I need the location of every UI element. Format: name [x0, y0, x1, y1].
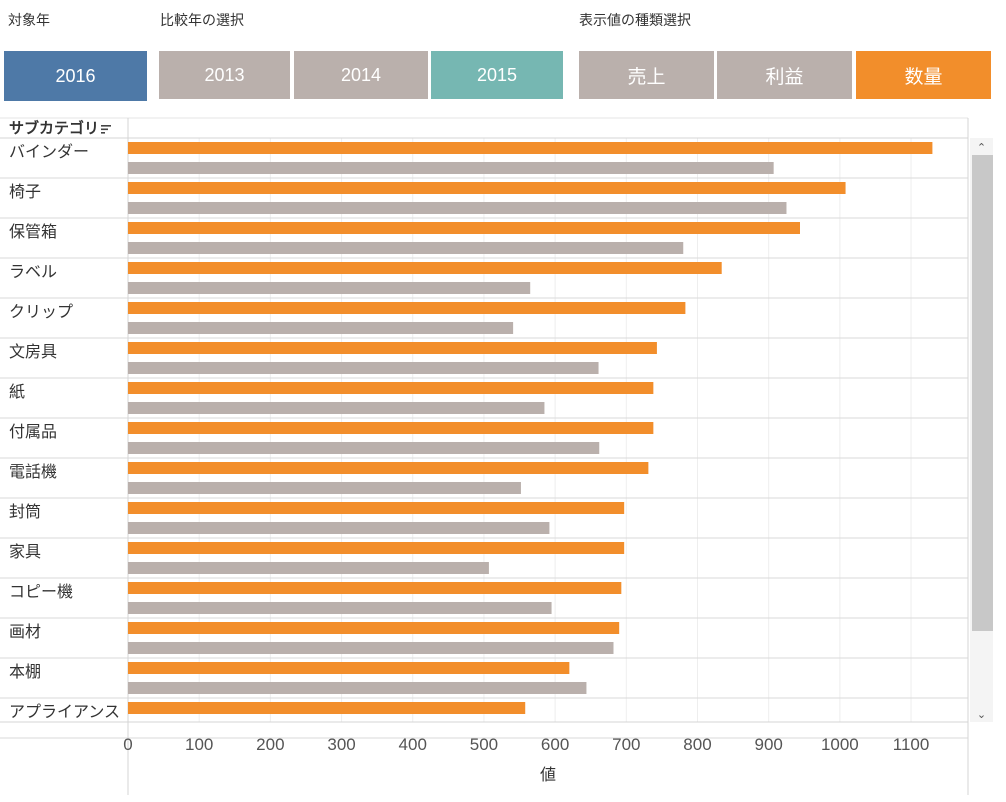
bar-current-year[interactable] — [128, 342, 657, 354]
scroll-down-icon[interactable]: ⌄ — [976, 707, 987, 721]
x-tick-label: 500 — [470, 735, 498, 754]
x-tick-label: 300 — [327, 735, 355, 754]
x-axis-title: 値 — [540, 765, 556, 784]
x-tick-label: 900 — [754, 735, 782, 754]
category-label: 文房具 — [9, 342, 57, 361]
category-label: クリップ — [9, 302, 73, 321]
bar-compare-year[interactable] — [128, 402, 545, 414]
bar-current-year[interactable] — [128, 702, 526, 714]
category-label: バインダー — [9, 142, 89, 161]
bar-current-year[interactable] — [128, 462, 649, 474]
compare-year-button-2014[interactable]: 2014 — [294, 51, 428, 99]
bar-compare-year[interactable] — [128, 642, 614, 654]
bar-compare-year[interactable] — [128, 522, 550, 534]
category-label: ラベル — [9, 262, 57, 281]
category-label: 紙 — [9, 382, 25, 401]
x-tick-label: 800 — [683, 735, 711, 754]
category-label: 封筒 — [9, 502, 41, 521]
scroll-up-icon[interactable]: ⌃ — [976, 140, 987, 154]
bar-current-year[interactable] — [128, 662, 570, 674]
x-tick-label: 200 — [256, 735, 284, 754]
bar-compare-year[interactable] — [128, 322, 514, 334]
x-tick-label: 1000 — [821, 735, 859, 754]
compare-year-label: 比較年の選択 — [160, 13, 244, 29]
bar-current-year[interactable] — [128, 222, 800, 234]
compare-year-button-2015[interactable]: 2015 — [431, 51, 563, 99]
bar-compare-year[interactable] — [128, 242, 684, 254]
bar-current-year[interactable] — [128, 422, 654, 434]
scrollbar-thumb[interactable] — [972, 155, 993, 631]
bar-current-year[interactable] — [128, 502, 625, 514]
x-tick-label: 700 — [612, 735, 640, 754]
bar-current-year[interactable] — [128, 542, 625, 554]
row-layer: バインダー椅子保管箱ラベルクリップ文房具紙付属品電話機封筒家具コピー機画材本棚ア… — [0, 117, 969, 795]
bar-current-year[interactable] — [128, 142, 933, 154]
x-tick-label: 1100 — [893, 735, 930, 754]
value-type-button-sales[interactable]: 売上 — [579, 51, 714, 99]
bar-current-year[interactable] — [128, 582, 622, 594]
bar-layer — [128, 142, 933, 714]
category-label: アプライアンス — [9, 702, 120, 721]
bar-compare-year[interactable] — [128, 682, 587, 694]
bar-compare-year[interactable] — [128, 602, 552, 614]
target-year-label: 対象年 — [8, 13, 50, 29]
category-label: 家具 — [9, 542, 41, 561]
value-type-button-profit[interactable]: 利益 — [717, 51, 852, 99]
category-label: コピー機 — [9, 582, 73, 601]
bar-current-year[interactable] — [128, 622, 620, 634]
x-tick-label: 600 — [541, 735, 569, 754]
x-tick-label: 400 — [399, 735, 427, 754]
bar-compare-year[interactable] — [128, 162, 774, 174]
category-label: 椅子 — [9, 182, 41, 201]
bar-current-year[interactable] — [128, 182, 846, 194]
value-type-label: 表示値の種類選択 — [579, 13, 691, 29]
category-label: 電話機 — [9, 462, 57, 481]
bar-current-year[interactable] — [128, 382, 654, 394]
row-header-label: サブカテゴリ — [9, 119, 99, 137]
category-label: 保管箱 — [9, 222, 57, 241]
category-label: 本棚 — [9, 662, 41, 681]
category-label: 付属品 — [9, 422, 57, 441]
bar-compare-year[interactable] — [128, 442, 600, 454]
bar-current-year[interactable] — [128, 302, 686, 314]
bar-compare-year[interactable] — [128, 562, 489, 574]
axis-layer: 0 100 200 300 400 500 600 700 800 900 1000 1100 — [123, 735, 929, 754]
category-label: 画材 — [9, 622, 41, 641]
bar-compare-year[interactable] — [128, 282, 531, 294]
target-year-button[interactable]: 2016 — [4, 51, 147, 101]
x-tick-label: 0 — [123, 735, 132, 754]
value-type-button-quantity[interactable]: 数量 — [856, 51, 991, 99]
sort-icon[interactable] — [100, 123, 112, 135]
bar-current-year[interactable] — [128, 262, 722, 274]
compare-year-button-2013[interactable]: 2013 — [159, 51, 290, 99]
bar-compare-year[interactable] — [128, 482, 521, 494]
x-tick-label: 100 — [185, 735, 213, 754]
bar-compare-year[interactable] — [128, 202, 787, 214]
bar-compare-year[interactable] — [128, 362, 599, 374]
